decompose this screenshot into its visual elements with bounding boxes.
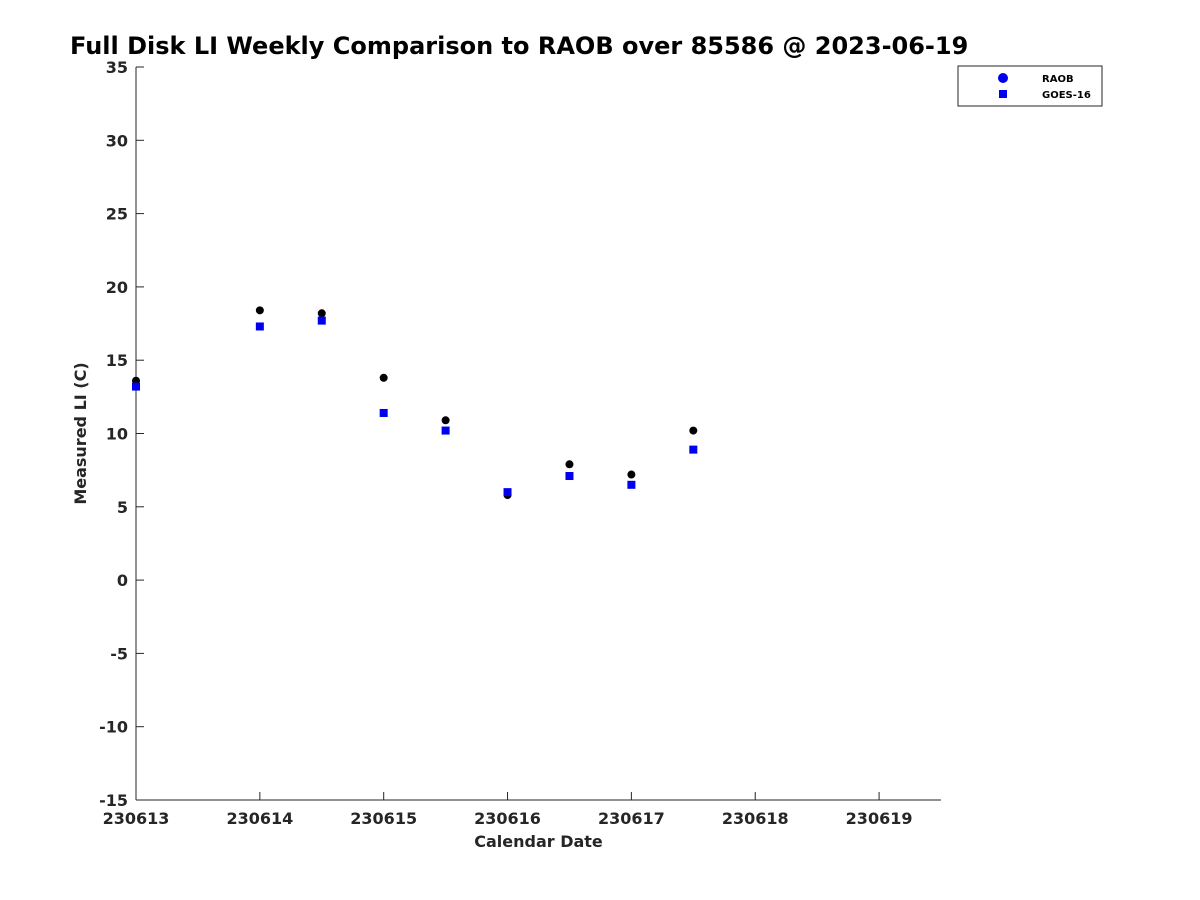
goes-point: [132, 382, 140, 391]
y-tick-label: 0: [117, 571, 128, 590]
series-layer: [132, 306, 698, 500]
legend: RAOB GOES-16: [957, 65, 1103, 107]
raob-point: [565, 460, 574, 469]
goes-point: [565, 472, 574, 481]
legend-entries: RAOB GOES-16: [998, 73, 1091, 101]
series-goes-16: [132, 316, 698, 497]
goes-point: [255, 322, 264, 331]
x-tick-label: 230617: [598, 809, 665, 828]
raob-point: [441, 416, 450, 425]
goes-point: [689, 445, 698, 454]
legend-label: RAOB: [1042, 74, 1074, 85]
y-tick-label: -10: [99, 718, 128, 737]
raob-point: [317, 309, 326, 318]
x-tick-label: 230613: [103, 809, 170, 828]
goes-point: [379, 408, 388, 417]
y-axis-label: Measured LI (C): [71, 362, 90, 504]
raob-point: [627, 470, 636, 479]
legend-marker-square: [999, 90, 1007, 98]
y-tick-label: 5: [117, 498, 128, 517]
y-tick-label: 30: [106, 131, 128, 150]
y-tick-label: 35: [106, 58, 128, 77]
x-tick-label: 230618: [722, 809, 789, 828]
y-tick-label: 25: [106, 205, 128, 224]
y-tick-label: -5: [110, 644, 128, 663]
x-tick-label: 230619: [846, 809, 913, 828]
x-ticks: 230613 230614 230615 230616 230617 230618 2306…: [103, 792, 913, 828]
chart-title: Full Disk LI Weekly Comparison to RAOB o…: [70, 32, 968, 60]
raob-point: [379, 373, 388, 382]
goes-point: [627, 480, 636, 489]
raob-point: [689, 426, 698, 435]
legend-box: [957, 65, 1103, 107]
goes-point: [441, 426, 450, 435]
x-tick-label: 230614: [226, 809, 293, 828]
series-raob: [132, 306, 698, 500]
legend-marker-circle: [998, 73, 1008, 83]
y-tick-label: 10: [106, 425, 128, 444]
goes-point: [317, 316, 326, 325]
x-tick-label: 230616: [474, 809, 541, 828]
y-ticks: -15 -10 -5 0 5 10 15 20 25 30 35: [99, 58, 144, 810]
goes-point: [503, 488, 512, 497]
legend-label: GOES-16: [1042, 90, 1091, 101]
x-tick-label: 230615: [350, 809, 417, 828]
y-tick-label: 15: [106, 351, 128, 370]
y-tick-label: -15: [99, 791, 128, 810]
raob-point: [255, 306, 264, 315]
x-axis-label: Calendar Date: [474, 832, 603, 851]
y-tick-label: 20: [106, 278, 128, 297]
